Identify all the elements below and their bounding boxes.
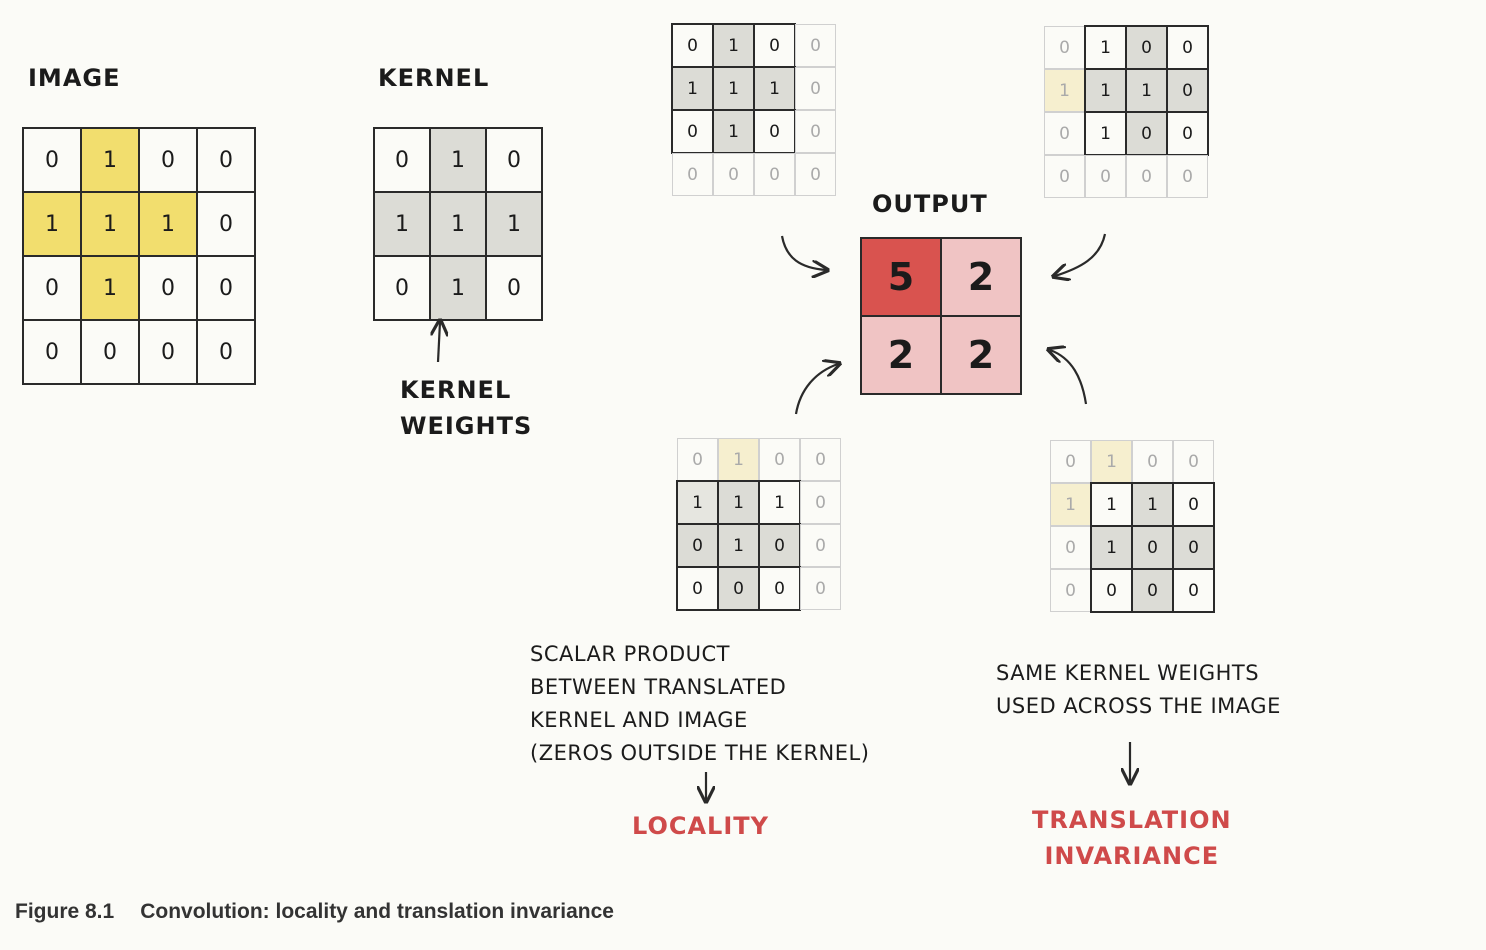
grid-cell: 0 bbox=[795, 153, 836, 196]
translation-invariance-line: INVARIANCE bbox=[1044, 842, 1220, 870]
grid-cell: 0 bbox=[1126, 155, 1167, 198]
grid-cell: 1 bbox=[1044, 69, 1085, 112]
kernel-cell: 0 bbox=[485, 255, 543, 321]
grid-cell: 0 bbox=[800, 524, 841, 567]
arrow-top-left-to-output bbox=[780, 235, 826, 270]
image-cell: 1 bbox=[22, 191, 82, 257]
image-cell: 1 bbox=[138, 191, 198, 257]
grid-cell: 0 bbox=[795, 24, 836, 67]
translated-kernel-top-right: 0 1 0 0 1 1 1 0 0 1 0 0 0 0 0 0 bbox=[1044, 25, 1209, 198]
grid-cell: 1 bbox=[1084, 68, 1127, 113]
grid-cell: 0 bbox=[795, 110, 836, 153]
image-cell: 1 bbox=[80, 255, 140, 321]
translated-kernel-top-left: 0 1 0 0 1 1 1 0 0 1 0 0 0 0 0 0 bbox=[671, 23, 836, 196]
translated-kernel-bottom-right: 0 1 0 0 1 1 1 0 0 1 0 0 0 0 0 0 bbox=[1050, 440, 1215, 613]
locality-note-line: KERNEL AND IMAGE bbox=[530, 708, 748, 732]
grid-cell: 0 bbox=[800, 481, 841, 524]
output-cell: 5 bbox=[860, 237, 942, 317]
grid-cell: 1 bbox=[718, 438, 759, 481]
kernel-weights-line: KERNEL bbox=[400, 376, 512, 404]
grid-cell: 1 bbox=[676, 480, 719, 525]
kernel-label: KERNEL bbox=[378, 64, 490, 92]
invariance-note-line: USED ACROSS THE IMAGE bbox=[996, 694, 1281, 718]
figure-caption-text: Convolution: locality and translation in… bbox=[140, 900, 614, 923]
kernel-grid: 0 1 0 1 1 1 0 1 0 bbox=[373, 127, 543, 321]
grid-cell: 0 bbox=[1172, 568, 1215, 613]
grid-cell: 0 bbox=[754, 153, 795, 196]
grid-cell: 0 bbox=[1044, 155, 1085, 198]
output-cell: 2 bbox=[940, 315, 1022, 395]
invariance-note: SAME KERNEL WEIGHTS USED ACROSS THE IMAG… bbox=[996, 657, 1281, 723]
grid-cell: 0 bbox=[1166, 68, 1209, 113]
image-cell: 0 bbox=[196, 319, 256, 385]
figure-caption: Figure 8.1 Convolution: locality and tran… bbox=[15, 900, 614, 924]
invariance-note-line: SAME KERNEL WEIGHTS bbox=[996, 661, 1260, 685]
grid-cell: 0 bbox=[800, 567, 841, 610]
kernel-weights-arrow bbox=[438, 322, 440, 363]
grid-cell: 0 bbox=[795, 67, 836, 110]
grid-cell: 0 bbox=[1085, 155, 1126, 198]
locality-note-line: (ZEROS OUTSIDE THE KERNEL) bbox=[530, 741, 870, 765]
output-label: OUTPUT bbox=[872, 190, 988, 218]
grid-cell: 0 bbox=[800, 438, 841, 481]
image-label: IMAGE bbox=[28, 64, 121, 92]
locality-note-line: BETWEEN TRANSLATED bbox=[530, 675, 787, 699]
grid-cell: 0 bbox=[1050, 440, 1091, 483]
translation-invariance-label: TRANSLATION INVARIANCE bbox=[1032, 802, 1232, 874]
arrow-top-right-to-output bbox=[1055, 233, 1107, 276]
locality-note: SCALAR PRODUCT BETWEEN TRANSLATED KERNEL… bbox=[530, 638, 869, 770]
grid-cell: 0 bbox=[1167, 155, 1208, 198]
kernel-cell: 1 bbox=[485, 191, 543, 257]
figure-number: Figure 8.1 bbox=[15, 900, 115, 923]
arrow-bottom-left-to-output bbox=[794, 364, 838, 415]
output-cell: 2 bbox=[940, 237, 1022, 317]
grid-cell: 0 bbox=[1172, 525, 1215, 570]
grid-cell: 0 bbox=[672, 153, 713, 196]
locality-note-line: SCALAR PRODUCT bbox=[530, 642, 730, 666]
grid-cell: 0 bbox=[713, 153, 754, 196]
locality-label: LOCALITY bbox=[632, 812, 769, 840]
grid-cell: 1 bbox=[1050, 483, 1091, 526]
grid-cell: 1 bbox=[671, 66, 714, 111]
grid-cell: 0 bbox=[717, 566, 760, 611]
image-cell: 1 bbox=[80, 127, 140, 193]
arrow-bottom-right-to-output bbox=[1050, 350, 1088, 405]
translation-invariance-line: TRANSLATION bbox=[1032, 806, 1232, 834]
grid-cell: 0 bbox=[676, 523, 719, 568]
output-grid: 5 2 2 2 bbox=[860, 237, 1022, 395]
image-grid: 0 1 0 0 1 1 1 0 0 1 0 0 0 0 0 0 bbox=[22, 127, 256, 385]
grid-cell: 1 bbox=[712, 23, 755, 68]
grid-cell: 0 bbox=[1131, 568, 1174, 613]
kernel-cell: 1 bbox=[429, 127, 487, 193]
translated-kernel-bottom-left: 0 1 0 0 1 1 1 0 0 1 0 0 0 0 0 0 bbox=[676, 438, 841, 611]
kernel-weights-label: KERNEL WEIGHTS bbox=[400, 372, 532, 444]
kernel-weights-line: WEIGHTS bbox=[400, 412, 533, 440]
grid-cell: 1 bbox=[1090, 525, 1133, 570]
